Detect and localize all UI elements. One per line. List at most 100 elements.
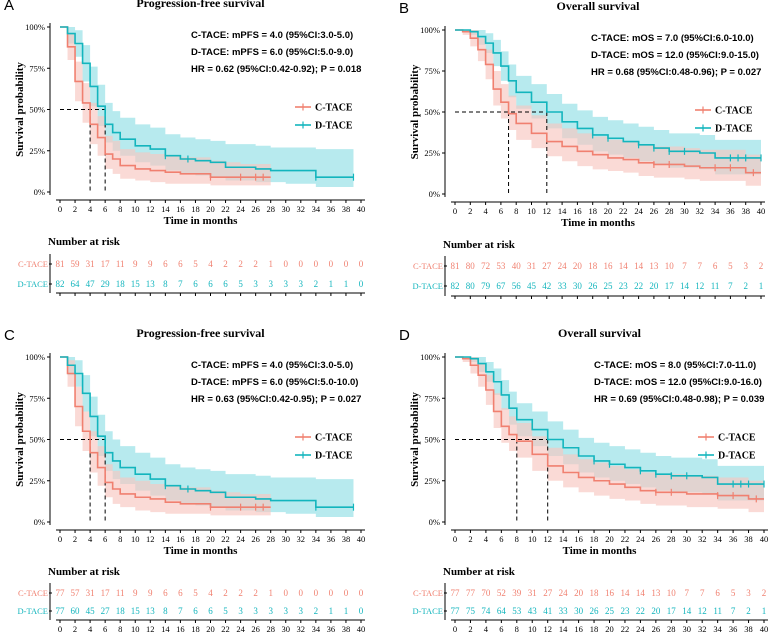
risk-x-tick-label: 20 [605, 624, 614, 634]
stats-annotation-3: HR = 0.62 (95%CI:0.42-0.92); P = 0.018 [191, 64, 361, 75]
x-tick-label: 18 [590, 534, 599, 544]
c-tace-risk-count: 7 [682, 261, 687, 271]
d-tace-risk-count: 3 [268, 279, 273, 289]
c-tace-risk-count: 11 [116, 588, 125, 598]
x-tick-label: 40 [757, 206, 766, 216]
y-tick-label: 50% [29, 435, 45, 445]
c-tace-ci-band [60, 357, 271, 516]
d-tace-risk-count: 82 [56, 279, 65, 289]
x-tick-label: 16 [573, 206, 582, 216]
x-tick-label: 4 [88, 204, 93, 214]
risk-x-tick-label: 38 [342, 624, 351, 634]
risk-x-tick-label: 28 [266, 624, 275, 634]
d-tace-risk-count: 60 [71, 606, 81, 616]
y-tick-label: 25% [29, 476, 45, 486]
c-tace-risk-count: 10 [667, 588, 677, 598]
c-tace-risk-count: 14 [634, 261, 644, 271]
d-tace-risk-count: 27 [101, 606, 111, 616]
c-tace-risk-count: 0 [329, 259, 334, 269]
y-tick-label: 100% [25, 22, 45, 32]
risk-x-tick-label: 32 [698, 624, 707, 634]
d-tace-risk-count: 22 [636, 606, 645, 616]
risk-x-tick-label: 2 [468, 624, 472, 634]
c-tace-risk-count: 7 [700, 588, 705, 598]
x-tick-label: 26 [652, 534, 661, 544]
x-tick-label: 10 [131, 534, 140, 544]
d-tace-risk-count: 8 [163, 279, 168, 289]
c-tace-risk-count: 24 [558, 261, 568, 271]
x-tick-label: 30 [282, 204, 291, 214]
x-tick-label: 20 [206, 204, 215, 214]
c-tace-risk-count: 57 [71, 588, 81, 598]
c-tace-risk-count: 2 [759, 261, 764, 271]
c-tace-risk-count: 2 [223, 588, 228, 598]
y-tick-label: 75% [29, 393, 45, 403]
d-tace-risk-count: 1 [344, 279, 349, 289]
c-tace-survival-curve [60, 356, 271, 508]
d-tace-risk-count: 77 [56, 606, 66, 616]
chart-title: Overall survival [557, 0, 641, 13]
risk-table-title: Number at risk [48, 236, 121, 248]
d-tace-risk-count: 15 [131, 279, 141, 289]
d-tace-risk-count: 42 [542, 281, 551, 291]
x-tick-label: 10 [528, 534, 537, 544]
risk-x-tick-label: 18 [191, 624, 200, 634]
c-tace-risk-count: 5 [731, 588, 736, 598]
d-tace-risk-count: 2 [314, 279, 319, 289]
x-tick-label: 32 [696, 206, 705, 216]
d-tace-risk-count: 1 [329, 279, 334, 289]
x-tick-label: 6 [103, 534, 107, 544]
risk-table-title: Number at risk [443, 566, 516, 578]
d-tace-risk-count: 47 [86, 279, 96, 289]
c-tace-risk-count: 4 [208, 259, 213, 269]
c-tace-risk-count: 20 [573, 261, 583, 271]
d-tace-risk-count: 67 [496, 281, 506, 291]
y-axis-label: Survival probability [14, 62, 26, 157]
d-tace-risk-count: 18 [116, 606, 126, 616]
c-tace-risk-count: 31 [86, 588, 95, 598]
d-tace-risk-count: 0 [359, 279, 364, 289]
c-tace-risk-count: 18 [590, 588, 600, 598]
c-tace-risk-count: 27 [543, 588, 553, 598]
x-tick-label: 8 [118, 204, 122, 214]
d-tace-risk-count: 64 [71, 279, 81, 289]
d-tace-risk-count: 30 [573, 281, 583, 291]
d-tace-risk-count: 13 [146, 279, 156, 289]
stats-annotation-1: C-TACE: mPFS = 4.0 (95%CI:3.0-5.0) [191, 360, 353, 371]
x-tick-label: 4 [484, 534, 489, 544]
c-tace-risk-count: 0 [299, 588, 304, 598]
d-tace-risk-count: 11 [713, 606, 722, 616]
y-tick-label: 0% [34, 517, 45, 527]
d-tace-risk-count: 82 [451, 281, 460, 291]
y-tick-label: 75% [424, 393, 440, 403]
d-tace-risk-count: 17 [667, 606, 677, 616]
d-tace-risk-count: 12 [698, 606, 707, 616]
c-tace-risk-count: 6 [163, 588, 168, 598]
y-tick-label: 100% [25, 352, 45, 362]
c-tace-risk-count: 77 [466, 588, 476, 598]
risk-x-tick-label: 30 [683, 624, 692, 634]
risk-x-tick-label: 4 [484, 624, 489, 634]
c-tace-risk-count: 24 [559, 588, 569, 598]
c-tace-risk-count: 2 [238, 259, 243, 269]
c-tace-survival-curve [60, 26, 271, 178]
risk-x-tick-label: 10 [528, 624, 537, 634]
stats-annotation-2: D-TACE: mOS = 12.0 (95%CI:9.0-15.0) [591, 50, 759, 61]
c-tace-risk-count: 14 [619, 261, 629, 271]
d-tace-risk-count: 11 [711, 281, 720, 291]
x-tick-label: 36 [726, 206, 735, 216]
x-axis-label: Time in months [164, 215, 238, 227]
x-tick-label: 10 [131, 204, 140, 214]
c-tace-risk-count: 11 [116, 259, 125, 269]
c-tace-risk-count: 27 [542, 261, 552, 271]
c-tace-survival-curve [455, 29, 761, 174]
d-tace-risk-count: 7 [728, 281, 733, 291]
c-tace-risk-count: 81 [451, 261, 460, 271]
c-tace-risk-count: 5 [728, 261, 733, 271]
d-tace-risk-count: 22 [634, 281, 643, 291]
c-tace-risk-count: 5 [193, 259, 198, 269]
x-tick-label: 16 [176, 534, 185, 544]
c-tace-risk-count: 70 [481, 588, 491, 598]
c-tace-risk-count: 40 [512, 261, 522, 271]
